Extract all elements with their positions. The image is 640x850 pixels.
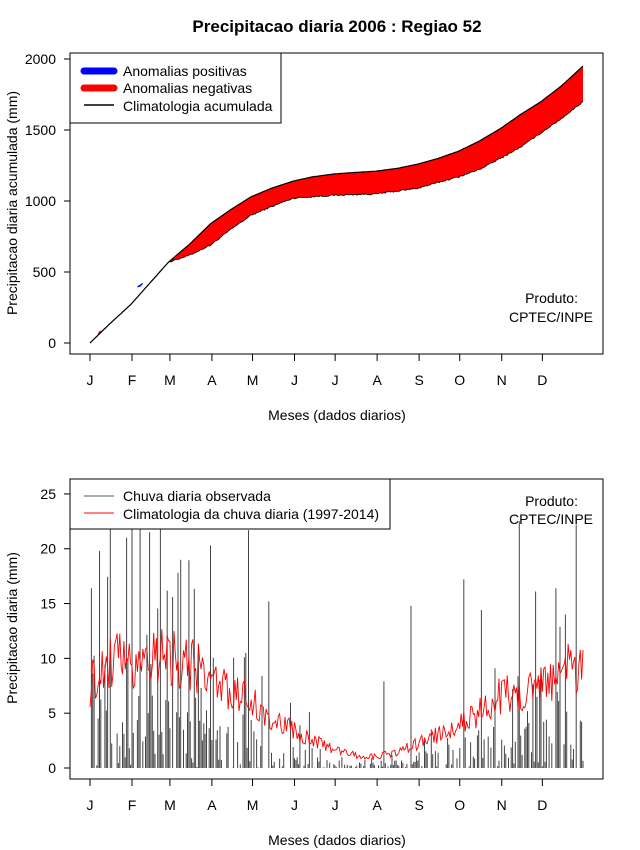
x-tick-label: J bbox=[291, 797, 298, 813]
x-tick-label: D bbox=[537, 797, 547, 813]
annotation-produto: Produto: bbox=[525, 290, 578, 306]
legend-entry: Climatologia acumulada bbox=[123, 98, 273, 114]
x-tick-label: F bbox=[128, 797, 137, 813]
y-tick-label: 15 bbox=[40, 596, 56, 612]
x-tick-label: O bbox=[454, 797, 465, 813]
observed-line bbox=[89, 101, 584, 344]
climatology-line bbox=[89, 65, 584, 344]
x-tick-label: F bbox=[128, 372, 137, 388]
x-tick-label: M bbox=[247, 797, 259, 813]
y-axis: 0 500 1000 1500 2000 bbox=[25, 51, 71, 351]
y-tick-label: 10 bbox=[40, 650, 56, 666]
chart-title: Precipitacao diaria 2006 : Regiao 52 bbox=[192, 17, 481, 36]
x-tick-label: A bbox=[207, 797, 217, 813]
cumulative-chart: 0 500 1000 1500 2000 J F M A M J J A S O N D Precipitac… bbox=[4, 51, 604, 423]
x-tick-label: D bbox=[537, 372, 547, 388]
y-axis: 0 5 10 15 20 25 bbox=[40, 486, 71, 776]
y-tick-label: 2000 bbox=[25, 51, 56, 67]
legend: Chuva diaria observada Climatologia da c… bbox=[69, 478, 391, 530]
x-tick-label: J bbox=[332, 797, 339, 813]
daily-rain-chart: 0 5 10 15 20 25 J F M A M J J A S O N D Precipitacao dia… bbox=[4, 478, 604, 848]
climatology-line-layer bbox=[89, 629, 584, 760]
series-line-layer bbox=[89, 65, 584, 344]
legend: Anomalias positivas Anomalias negativas … bbox=[69, 52, 282, 124]
legend-entry: Chuva diaria observada bbox=[123, 488, 271, 504]
x-tick-label: J bbox=[291, 372, 298, 388]
x-tick-label: N bbox=[497, 372, 507, 388]
x-tick-label: S bbox=[414, 372, 423, 388]
y-tick-label: 20 bbox=[40, 541, 56, 557]
y-tick-label: 1000 bbox=[25, 193, 56, 209]
x-tick-label: J bbox=[87, 797, 94, 813]
x-tick-label: N bbox=[497, 797, 507, 813]
x-tick-label: M bbox=[164, 372, 176, 388]
y-tick-label: 500 bbox=[33, 264, 57, 280]
annotation-produto: Produto: bbox=[525, 493, 578, 509]
legend-entry: Anomalias negativas bbox=[123, 80, 252, 96]
legend-entry: Anomalias positivas bbox=[123, 63, 247, 79]
climatology-line bbox=[89, 629, 584, 760]
y-tick-label: 0 bbox=[48, 760, 56, 776]
x-tick-label: A bbox=[207, 372, 217, 388]
x-tick-label: A bbox=[372, 372, 382, 388]
positive-anomaly-area bbox=[137, 282, 144, 288]
observed-bar-layer bbox=[90, 510, 584, 768]
x-tick-label: M bbox=[247, 372, 259, 388]
x-axis-label: Meses (dados diarios) bbox=[268, 407, 406, 423]
legend-entry: Climatologia da chuva diaria (1997-2014) bbox=[123, 506, 379, 522]
x-axis-label: Meses (dados diarios) bbox=[268, 832, 406, 848]
y-axis-label: Precipitacao diaria acumulada (mm) bbox=[4, 91, 20, 315]
legend-box bbox=[69, 478, 391, 530]
y-tick-label: 5 bbox=[48, 705, 56, 721]
annotation-cptec: CPTEC/INPE bbox=[509, 511, 593, 527]
x-tick-label: J bbox=[332, 372, 339, 388]
x-tick-label: M bbox=[164, 797, 176, 813]
y-tick-label: 25 bbox=[40, 486, 56, 502]
x-tick-label: J bbox=[87, 372, 94, 388]
y-tick-label: 1500 bbox=[25, 122, 56, 138]
x-tick-label: O bbox=[454, 372, 465, 388]
y-axis-label: Precipitacao diaria (mm) bbox=[4, 552, 20, 704]
annotation-cptec: CPTEC/INPE bbox=[509, 309, 593, 325]
x-tick-label: S bbox=[414, 797, 423, 813]
x-tick-label: A bbox=[372, 797, 382, 813]
y-tick-label: 0 bbox=[48, 335, 56, 351]
